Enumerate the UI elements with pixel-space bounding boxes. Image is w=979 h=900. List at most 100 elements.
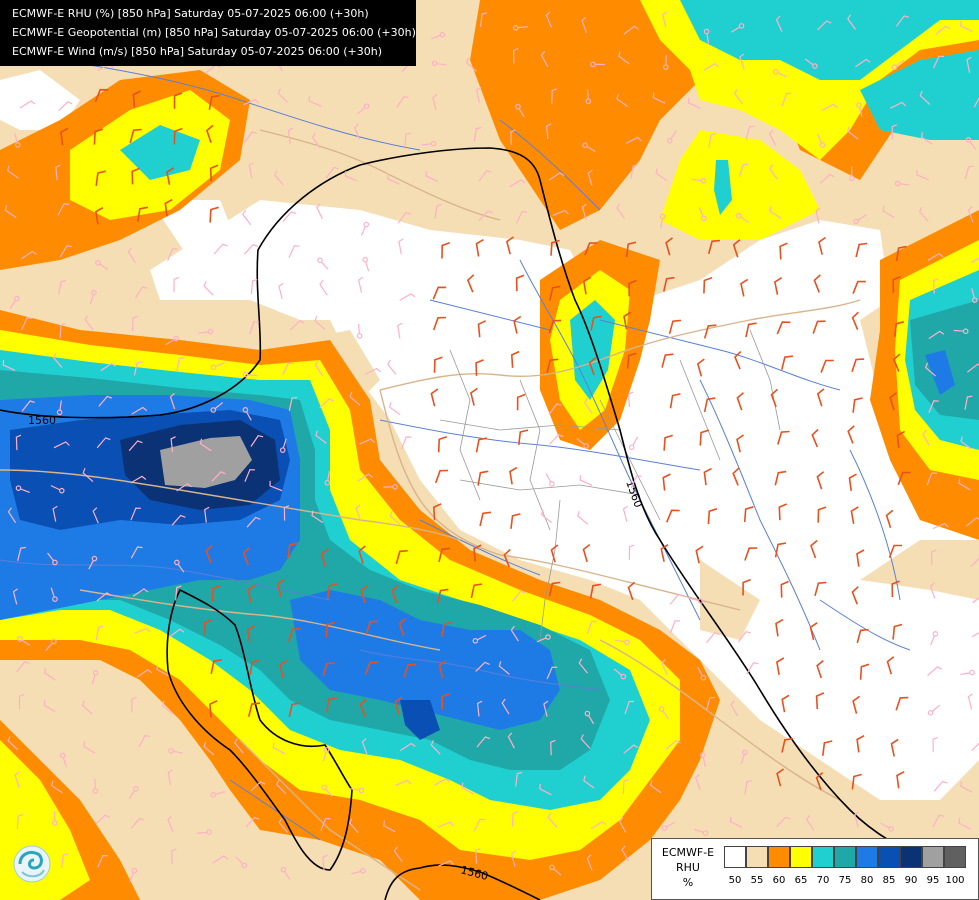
wind-barb [47, 552, 58, 566]
wind-barb [173, 127, 183, 145]
wind-barb [581, 16, 588, 33]
wind-barb [775, 618, 784, 637]
wind-barb [93, 128, 103, 145]
wind-barb [210, 791, 225, 798]
wind-barb [321, 784, 333, 797]
wind-barb [7, 507, 17, 524]
wind-barb [927, 252, 944, 261]
wind-barb [235, 856, 248, 869]
wind-barb [550, 544, 559, 563]
wind-barb [282, 362, 294, 375]
legend-swatch [878, 846, 900, 868]
wind-barb [809, 622, 818, 641]
wind-barb [400, 436, 412, 450]
wind-barb [891, 59, 905, 71]
wind-barb [777, 430, 790, 445]
wind-barb [97, 854, 108, 868]
wind-barb [289, 320, 305, 331]
wind-barb [515, 103, 525, 118]
wind-barb [660, 544, 669, 562]
wind-barb [973, 97, 979, 108]
wind-barb [781, 694, 790, 713]
wind-barb [52, 505, 58, 522]
wind-barb [769, 206, 782, 219]
wind-barb [509, 466, 518, 485]
wind-barb [699, 429, 710, 446]
wind-barb [512, 48, 519, 64]
legend-label: ECMWF-E RHU % [654, 845, 722, 890]
wind-barb [813, 274, 821, 293]
wind-barb [616, 93, 628, 107]
wind-barb [885, 509, 894, 529]
wind-barb [548, 403, 562, 415]
wind-barb [698, 207, 707, 222]
wind-barb [745, 125, 755, 140]
wind-barb [437, 860, 454, 867]
legend-tick: 95 [926, 875, 940, 886]
wind-barb [210, 362, 225, 371]
admin-boundaries [439, 329, 781, 641]
wind-barb [9, 295, 20, 309]
wind-barb [548, 319, 562, 334]
wind-barb [397, 212, 411, 224]
wind-barb [434, 203, 442, 219]
wind-barb [743, 506, 754, 523]
wind-barb [441, 692, 450, 710]
wind-barb [933, 780, 948, 792]
wind-barb [360, 221, 370, 236]
wind-barb [628, 544, 635, 560]
legend-tick: 50 [728, 875, 742, 886]
wind-barb [59, 245, 72, 258]
wind-barb [208, 94, 220, 110]
wind-barb [12, 588, 18, 605]
wind-barb [740, 278, 749, 297]
wind-barb [288, 245, 300, 258]
wind-barb [509, 179, 526, 188]
wind-barb [549, 285, 561, 301]
wind-barb [781, 355, 793, 370]
wind-barb [82, 467, 94, 483]
wind-barb [243, 131, 257, 144]
wind-barb [98, 395, 113, 407]
legend-tick: 100 [945, 875, 965, 886]
wind-barb [896, 430, 905, 449]
wind-barb [816, 388, 825, 407]
wind-barb [129, 867, 138, 882]
wind-barb [590, 821, 607, 830]
wind-barb [965, 137, 977, 150]
wind-barb [81, 700, 93, 715]
wind-barb [246, 516, 261, 528]
wind-barb [498, 661, 510, 675]
wind-barb [551, 88, 558, 104]
wind-barb [383, 820, 396, 833]
wind-barb [958, 478, 971, 491]
wind-barb [21, 250, 37, 260]
wind-barb [354, 123, 360, 140]
wind-barb [276, 578, 285, 597]
wind-barb [587, 169, 593, 186]
wind-barb [273, 170, 284, 186]
wind-barb [510, 850, 516, 867]
map-header: ECMWF-E RHU (%) [850 hPa] Saturday 05-07… [0, 0, 416, 66]
wind-barb [732, 239, 741, 258]
wind-barb [425, 171, 439, 182]
wind-barb [847, 14, 856, 30]
wind-barb [320, 818, 331, 832]
wind-barb [469, 387, 478, 406]
wind-barb [894, 180, 910, 187]
wind-barb [244, 469, 255, 482]
wind-barb [781, 92, 792, 107]
wind-barb [734, 351, 742, 370]
wind-barb [434, 469, 449, 484]
wind-barb [430, 31, 446, 40]
wind-barb [50, 485, 65, 494]
wind-barb [851, 358, 865, 373]
wind-barb [17, 546, 26, 561]
wind-barb [473, 544, 482, 562]
wind-barb [473, 127, 482, 142]
wind-barb [21, 400, 35, 412]
wind-barb [960, 781, 973, 793]
wind-barb [815, 692, 825, 710]
wind-barb [928, 400, 939, 414]
